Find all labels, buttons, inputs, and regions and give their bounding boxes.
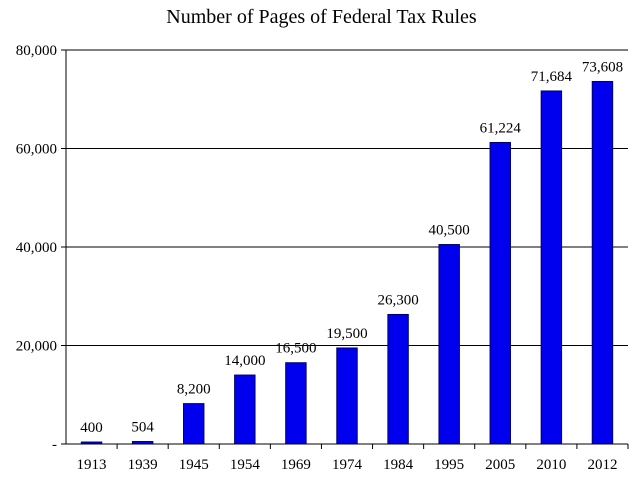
y-tick-label: 40,000 xyxy=(16,240,57,256)
chart-title: Number of Pages of Federal Tax Rules xyxy=(166,6,477,28)
data-label: 40,500 xyxy=(429,223,470,239)
bar xyxy=(336,347,358,445)
x-tick-label: 1954 xyxy=(230,457,261,473)
y-tick-label: 60,000 xyxy=(16,142,57,158)
x-tick-label: 1969 xyxy=(281,457,311,473)
x-tick-label: 2005 xyxy=(485,457,515,473)
data-label: 26,300 xyxy=(377,292,418,308)
x-tick-label: 1984 xyxy=(383,457,414,473)
bars xyxy=(80,80,614,445)
bar xyxy=(591,80,614,445)
bar xyxy=(387,313,409,445)
y-tick-label: 20,000 xyxy=(16,339,57,355)
x-tick-label: 1945 xyxy=(179,457,209,473)
x-tick-label: 1974 xyxy=(332,457,363,473)
bar xyxy=(438,244,460,445)
x-tick-label: 2010 xyxy=(536,457,566,473)
bar xyxy=(540,90,563,445)
data-label: 400 xyxy=(80,420,103,436)
data-label: 14,000 xyxy=(224,353,265,369)
bar xyxy=(234,374,256,445)
x-tick-label: 1995 xyxy=(434,457,464,473)
data-label: 71,684 xyxy=(531,69,573,85)
data-label: 73,608 xyxy=(582,59,623,75)
y-tick-label: 80,000 xyxy=(16,43,57,59)
x-tick-label: 1939 xyxy=(128,457,158,473)
bar xyxy=(489,141,511,445)
data-label: 8,200 xyxy=(177,382,211,398)
x-tick-label: 1913 xyxy=(77,457,107,473)
data-label: 504 xyxy=(131,420,154,436)
gridlines xyxy=(66,49,628,346)
axes: - 20,000 40,000 60,000 80,000 1913 1939 1945 195… xyxy=(16,43,629,473)
data-label: 61,224 xyxy=(480,120,522,136)
bar xyxy=(183,403,205,445)
x-tick-label: 2012 xyxy=(587,457,617,473)
data-labels: 400 504 8,200 14,000 16,500 19,500 26,300 40,50… xyxy=(80,59,623,436)
bar xyxy=(285,362,307,445)
data-label: 19,500 xyxy=(326,326,367,342)
data-label: 16,500 xyxy=(275,341,316,357)
y-tick-label: - xyxy=(52,437,57,453)
